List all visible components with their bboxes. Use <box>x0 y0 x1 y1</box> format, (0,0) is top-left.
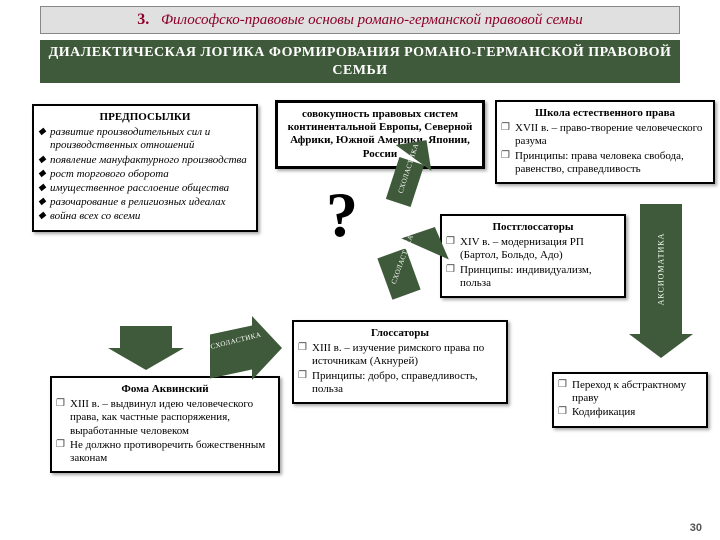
thomas-aquinas-box: Фома Аквинский XIII в. – выдвинул идею ч… <box>50 376 280 473</box>
abstract-law-list: Переход к абстрактному праву Кодификация <box>560 379 700 420</box>
list-item: Принципы: индивидуализм, польза <box>448 264 618 290</box>
preconditions-box: ПРЕДПОСЫЛКИ развитие производительных си… <box>32 104 258 232</box>
natural-law-list: XVII в. – право-творение человеческого р… <box>503 122 707 176</box>
list-item: Принципы: добро, справедливость, польза <box>300 370 500 396</box>
glossators-box: Глоссаторы XIII в. – изучение римского п… <box>292 320 508 404</box>
slide-title-bar: 3. Философско-правовые основы романо-гер… <box>40 6 680 34</box>
natural-law-header: Школа естественного права <box>503 107 707 120</box>
abstract-law-box: Переход к абстрактному праву Кодификация <box>552 372 708 428</box>
scope-box: совокупность правовых систем континентал… <box>275 100 485 169</box>
postglossators-header: Постглоссаторы <box>448 221 618 234</box>
glossators-list: XIII в. – изучение римского права по ист… <box>300 342 500 396</box>
natural-law-box: Школа естественного права XVII в. – прав… <box>495 100 715 184</box>
slide-title: Философско-правовые основы романо-герман… <box>161 12 583 28</box>
question-mark: ? <box>326 178 358 252</box>
thomas-aquinas-list: XIII в. – выдвинул идею человеческого пр… <box>58 398 272 465</box>
postglossators-list: XIV в. – модернизация РП (Бартол, Больдо… <box>448 236 618 290</box>
glossators-header: Глоссаторы <box>300 327 500 340</box>
page-number: 30 <box>690 522 702 534</box>
preconditions-header: ПРЕДПОСЫЛКИ <box>40 111 250 124</box>
list-item: рост торгового оборота <box>40 168 250 181</box>
list-item: XIV в. – модернизация РП (Бартол, Больдо… <box>448 236 618 262</box>
list-item: появление мануфактурного производства <box>40 154 250 167</box>
list-item: XIII в. – изучение римского права по ист… <box>300 342 500 368</box>
list-item: Принципы: права человека свобода, равенс… <box>503 150 707 176</box>
thomas-aquinas-header: Фома Аквинский <box>58 383 272 396</box>
list-item: XIII в. – выдвинул идею человеческого пр… <box>58 398 272 438</box>
list-item: Кодификация <box>560 406 700 419</box>
postglossators-box: Постглоссаторы XIV в. – модернизация РП … <box>440 214 626 298</box>
slide-subtitle: ДИАЛЕКТИЧЕСКАЯ ЛОГИКА ФОРМИРОВАНИЯ РОМАН… <box>40 40 680 83</box>
list-item: XVII в. – право-творение человеческого р… <box>503 122 707 148</box>
axiomatics-arrow: АКСИОМАТИКА <box>640 204 682 334</box>
list-item: имущественное расслоение общества <box>40 182 250 195</box>
list-item: Переход к абстрактному праву <box>560 379 700 405</box>
axiomatics-label: АКСИОМАТИКА <box>657 233 666 306</box>
preconditions-list: развитие производительных сил и производ… <box>40 126 250 223</box>
list-item: разочарование в религиозных идеалах <box>40 196 250 209</box>
list-item: развитие производительных сил и производ… <box>40 126 250 152</box>
list-item: Не должно противоречить божественным зак… <box>58 439 272 465</box>
scope-text: совокупность правовых систем континентал… <box>288 108 473 160</box>
list-item: война всех со всеми <box>40 210 250 223</box>
slide-number: 3. <box>137 11 149 28</box>
